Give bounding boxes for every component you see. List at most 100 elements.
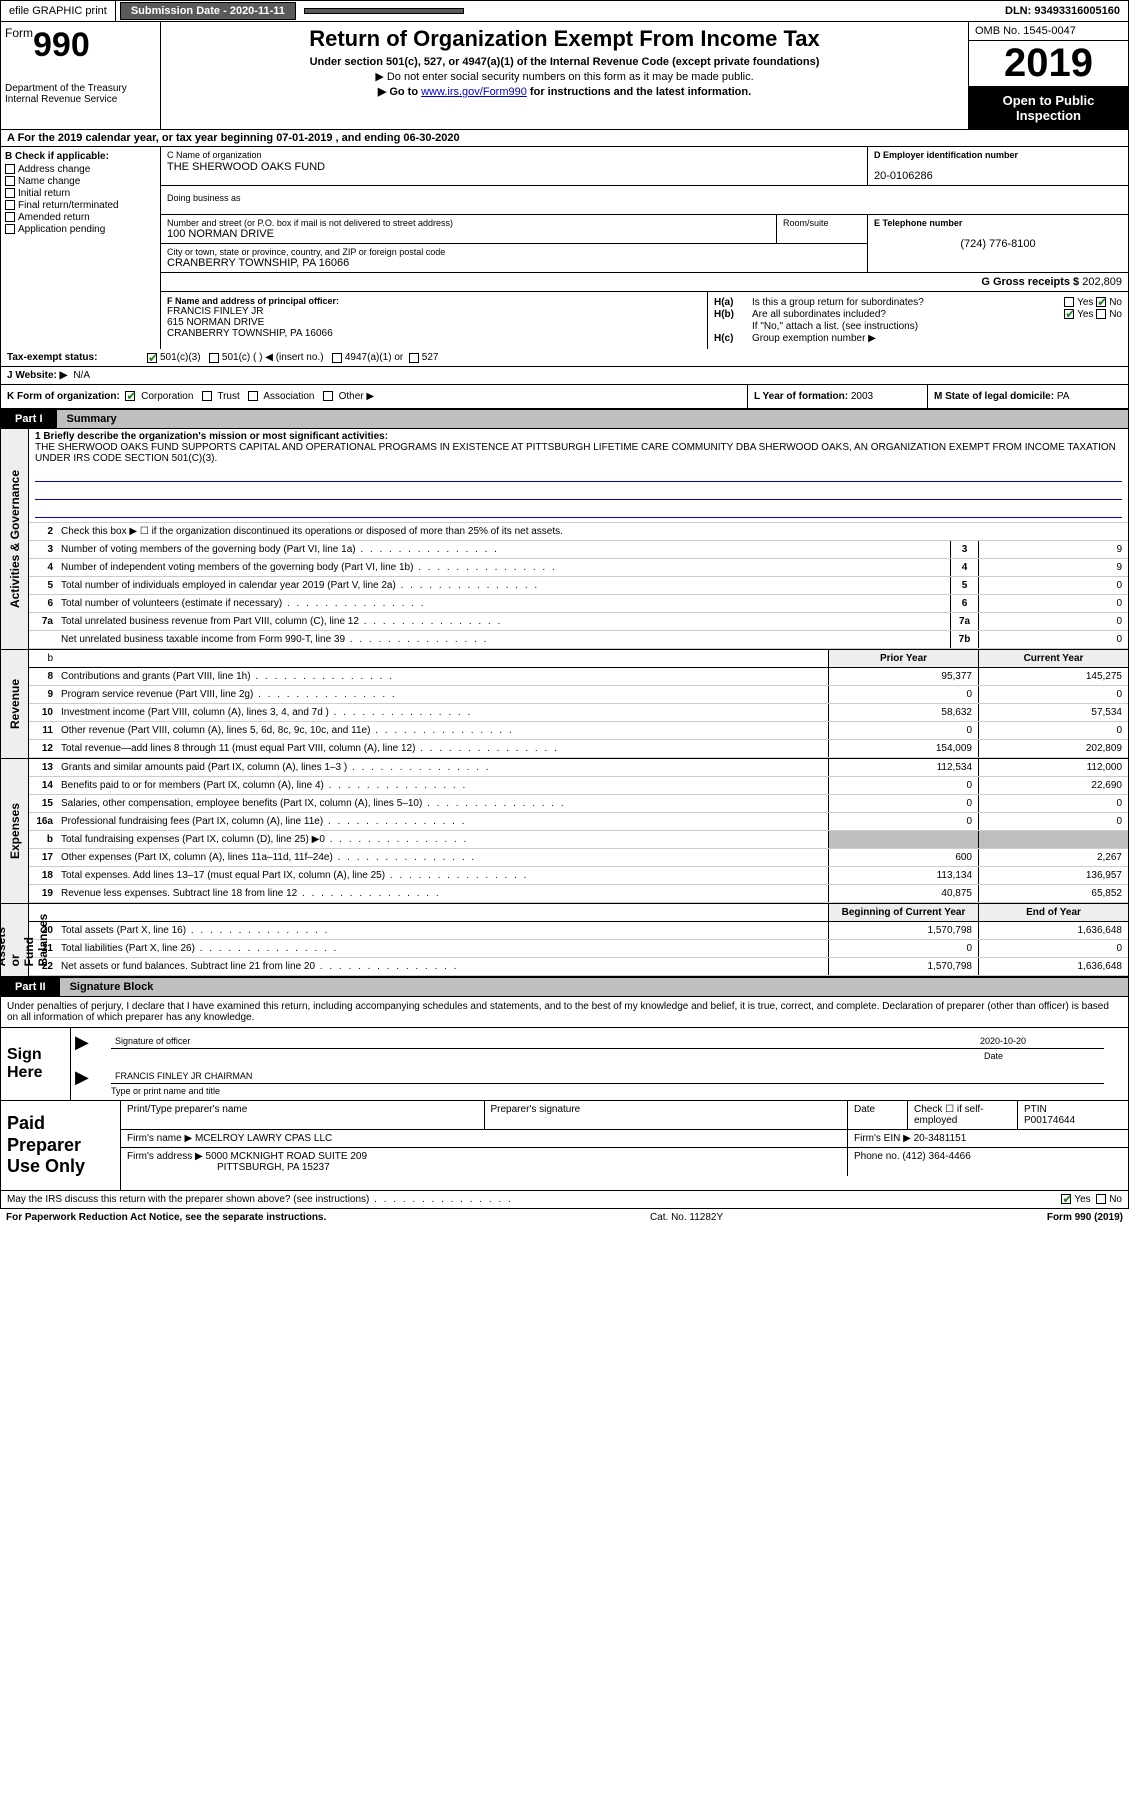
line-3: 3Number of voting members of the governi… [29,541,1128,559]
side-label-revenue: Revenue [1,650,29,758]
top-toolbar: efile GRAPHIC print Submission Date - 20… [0,0,1129,22]
line-13: 13Grants and similar amounts paid (Part … [29,759,1128,777]
line-19: 19Revenue less expenses. Subtract line 1… [29,885,1128,903]
section-f-officer: F Name and address of principal officer:… [161,292,708,349]
signature-intro: Under penalties of perjury, I declare th… [0,997,1129,1028]
mission-block: 1 Briefly describe the organization's mi… [29,429,1128,523]
header-right: OMB No. 1545-0047 2019 Open to Public In… [968,22,1128,129]
tax-year: 2019 [969,41,1128,87]
line-15: 15Salaries, other compensation, employee… [29,795,1128,813]
ein-label: D Employer identification number [874,150,1122,160]
chk-501c3[interactable] [147,353,157,363]
eoy-header: End of Year [978,904,1128,921]
officer-label: F Name and address of principal officer: [167,296,701,306]
h-a-text: Is this a group return for subordinates? [752,297,924,308]
sign-arrow-icon-2: ▶ [75,1067,91,1096]
officer-addr2: CRANBERRY TOWNSHIP, PA 16066 [167,328,701,339]
h-b-yn: Yes No [1064,309,1122,320]
street-cell: Number and street (or P.O. box if mail i… [161,215,777,243]
irs-form990-link[interactable]: www.irs.gov/Form990 [421,86,527,98]
form-header: Form990 Department of the Treasury Inter… [0,22,1129,130]
dba-label: Doing business as [167,193,241,203]
ptin-value: P00174644 [1024,1115,1122,1126]
h-b-note: If "No," attach a list. (see instruction… [752,321,918,332]
line-2: Check this box ▶ ☐ if the organization d… [57,525,1128,538]
form-number: 990 [33,26,90,64]
chk-name-change[interactable]: Name change [5,176,156,187]
chk-501c[interactable] [209,353,219,363]
line-7a: 7aTotal unrelated business revenue from … [29,613,1128,631]
website-value: N/A [73,370,90,381]
line-14: 14Benefits paid to or for members (Part … [29,777,1128,795]
section-cde: C Name of organization THE SHERWOOD OAKS… [161,147,1128,349]
form-subtitle-3: ▶ Go to www.irs.gov/Form990 for instruct… [167,85,962,98]
revenue-header-row: b Prior Year Current Year [29,650,1128,668]
chk-amended-return[interactable]: Amended return [5,212,156,223]
netassets-header-row: Beginning of Current Year End of Year [29,904,1128,922]
chk-other[interactable] [323,391,333,401]
section-c-name: C Name of organization THE SHERWOOD OAKS… [161,147,868,185]
dba-row: Doing business as [161,186,1128,215]
revenue-section: Revenue b Prior Year Current Year 8Contr… [0,650,1129,759]
org-name: THE SHERWOOD OAKS FUND [167,161,861,173]
net-assets-section: Net Assets or Fund Balances Beginning of… [0,904,1129,977]
h-c-text: Group exemption number ▶ [752,333,876,344]
sig-officer-label: Signature of officer [115,1036,980,1046]
chk-final-return[interactable]: Final return/terminated [5,200,156,211]
submission-date-button[interactable]: Submission Date - 2020-11-11 [120,2,296,20]
firm-ein-cell: Firm's EIN ▶ 20-3481151 [848,1130,1128,1147]
section-b: B Check if applicable: Address change Na… [1,147,161,349]
section-e-phone: E Telephone number (724) 776-8100 [868,215,1128,272]
chk-trust[interactable] [202,391,212,401]
chk-527[interactable] [409,353,419,363]
officer-signature-line: Signature of officer 2020-10-20 [111,1034,1104,1049]
line-22: 22Net assets or fund balances. Subtract … [29,958,1128,976]
section-l: L Year of formation: 2003 [748,385,928,408]
footer-mid: Cat. No. 11282Y [650,1212,723,1223]
chk-initial-return[interactable]: Initial return [5,188,156,199]
address-block: Number and street (or P.O. box if mail i… [161,215,868,272]
ein-value: 20-0106286 [874,170,1122,182]
row-klm: K Form of organization: Corporation Trus… [0,385,1129,409]
omb-number: OMB No. 1545-0047 [969,22,1128,41]
header-left: Form990 Department of the Treasury Inter… [1,22,161,129]
chk-corporation[interactable] [125,391,135,401]
mission-text: THE SHERWOOD OAKS FUND SUPPORTS CAPITAL … [35,442,1122,464]
side-label-expenses: Expenses [1,759,29,903]
name-title-label: Type or print name and title [111,1086,1104,1096]
h-a-yn: Yes No [1064,297,1122,308]
blank-button[interactable] [304,8,464,14]
form-subtitle-2: ▶ Do not enter social security numbers o… [167,70,962,83]
mission-blank-3 [35,502,1122,518]
footer: For Paperwork Reduction Act Notice, see … [0,1209,1129,1226]
city-cell: City or town, state or province, country… [161,244,867,272]
sig-date-label: Date [984,1051,1104,1061]
footer-left: For Paperwork Reduction Act Notice, see … [6,1212,326,1223]
officer-addr1: 615 NORMAN DRIVE [167,317,701,328]
prep-ptin-cell: PTIN P00174644 [1018,1101,1128,1129]
chk-4947[interactable] [332,353,342,363]
open-to-public-badge: Open to Public Inspection [969,87,1128,129]
chk-application-pending[interactable]: Application pending [5,224,156,235]
line-6: 6Total number of volunteers (estimate if… [29,595,1128,613]
header-mid: Return of Organization Exempt From Incom… [161,22,968,129]
form-title: Return of Organization Exempt From Incom… [167,26,962,52]
goto-prefix: ▶ Go to [378,86,421,98]
line-b: bTotal fundraising expenses (Part IX, co… [29,831,1128,849]
phone-label: E Telephone number [874,218,1122,228]
chk-address-change[interactable]: Address change [5,164,156,175]
chk-association[interactable] [248,391,258,401]
discuss-row: May the IRS discuss this return with the… [0,1191,1129,1209]
line-10: 10Investment income (Part VIII, column (… [29,704,1128,722]
tax-status-label: Tax-exempt status: [7,352,147,363]
paid-preparer-block: Paid Preparer Use Only Print/Type prepar… [0,1101,1129,1191]
firm-addr-cell: Firm's address ▶ 5000 MCKNIGHT ROAD SUIT… [121,1148,848,1176]
part-2-title: Signature Block [60,978,1128,996]
line-18: 18Total expenses. Add lines 13–17 (must … [29,867,1128,885]
sig-date-value: 2020-10-20 [980,1036,1100,1046]
side-label-activities: Activities & Governance [1,429,29,649]
prior-year-header: Prior Year [828,650,978,667]
line-11: 11Other revenue (Part VIII, column (A), … [29,722,1128,740]
city-value: CRANBERRY TOWNSHIP, PA 16066 [167,257,861,269]
line-20: 20Total assets (Part X, line 16)1,570,79… [29,922,1128,940]
